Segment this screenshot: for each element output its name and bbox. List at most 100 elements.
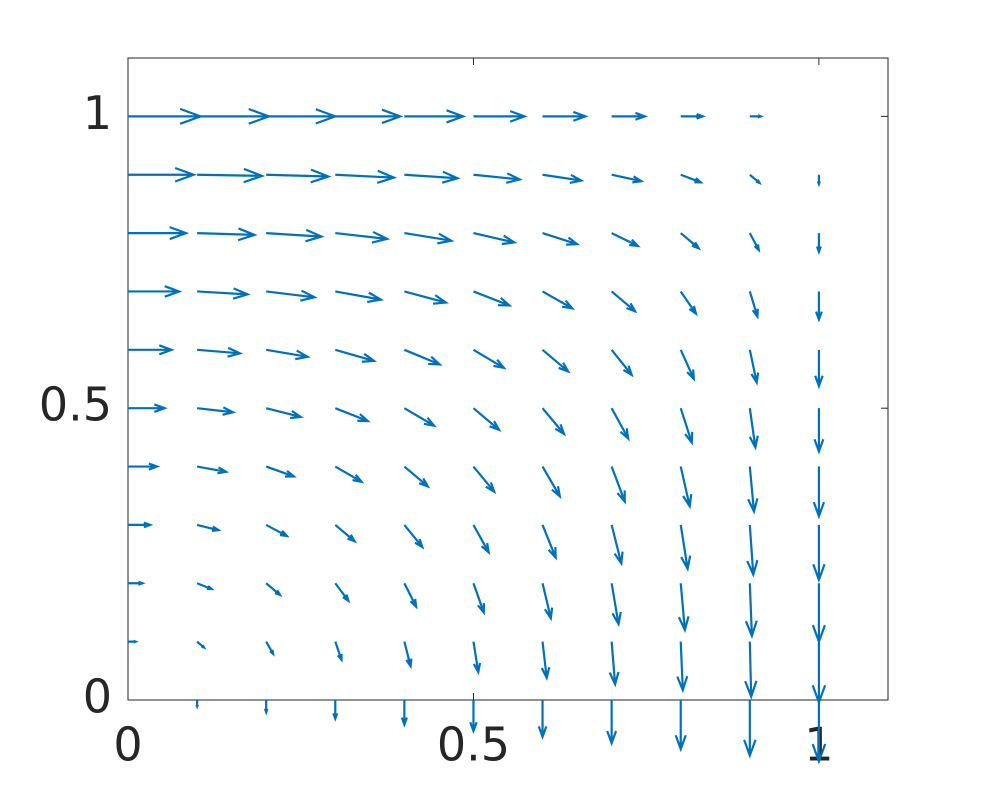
arrow <box>473 290 513 307</box>
arrow <box>334 641 343 663</box>
arrow <box>679 407 694 446</box>
arrow <box>400 700 408 728</box>
arrow <box>263 700 269 716</box>
arrow <box>335 108 404 125</box>
arrow <box>537 700 548 740</box>
arrow <box>813 408 825 455</box>
arrow <box>473 110 528 123</box>
arrow <box>128 344 175 356</box>
arrow <box>748 291 759 320</box>
arrow <box>196 582 215 591</box>
arrow <box>744 583 758 640</box>
arrow <box>265 582 283 598</box>
arrow <box>197 227 258 242</box>
arrow <box>195 700 199 710</box>
arrow <box>469 700 478 735</box>
arrow <box>266 168 332 184</box>
arrow <box>403 348 443 366</box>
arrow <box>610 290 638 314</box>
arrow <box>811 583 826 645</box>
arrow <box>473 172 523 184</box>
arrow <box>610 524 624 567</box>
arrow <box>472 582 485 616</box>
arrow <box>541 348 571 374</box>
arrow <box>811 700 827 765</box>
arrow <box>812 466 826 520</box>
arrow <box>680 173 704 184</box>
arrow <box>541 465 562 500</box>
arrow <box>679 524 692 572</box>
arrow <box>332 700 339 722</box>
arrow <box>334 524 358 544</box>
arrow <box>674 700 687 753</box>
arrow <box>811 641 827 706</box>
arrow <box>812 524 826 583</box>
y-tick-label: 1 <box>83 86 112 140</box>
arrow <box>334 582 351 604</box>
arrow <box>196 640 207 650</box>
plot-box <box>127 57 889 701</box>
y-tick-label: 0.5 <box>39 378 112 432</box>
arrow <box>472 348 507 370</box>
arrow <box>744 641 758 700</box>
arrow <box>748 349 760 386</box>
arrow <box>128 403 168 413</box>
arrow <box>748 408 759 451</box>
arrow <box>334 348 378 363</box>
arrow <box>473 232 518 246</box>
arrow <box>746 524 759 578</box>
arrow <box>197 287 251 300</box>
arrow <box>404 109 467 124</box>
arrow <box>606 700 618 747</box>
arrow <box>404 290 449 305</box>
arrow <box>748 232 761 253</box>
arrow <box>265 523 290 538</box>
arrow <box>196 465 230 475</box>
arrow <box>335 290 385 304</box>
y-tick-label: 0 <box>83 670 112 724</box>
arrow <box>265 465 297 478</box>
arrow <box>542 290 576 310</box>
arrow <box>541 407 567 437</box>
arrow <box>265 641 275 657</box>
arrow <box>335 230 391 244</box>
arrow <box>128 166 197 183</box>
arrow <box>610 407 630 442</box>
arrow <box>680 232 702 251</box>
arrow <box>403 407 437 428</box>
arrow <box>472 641 482 676</box>
arrow <box>743 700 757 759</box>
arrow <box>814 291 823 323</box>
arrow <box>749 173 762 185</box>
arrow <box>128 580 146 586</box>
arrow <box>611 111 649 121</box>
arrow <box>404 232 455 245</box>
arrow <box>265 348 311 361</box>
arrow <box>404 170 461 184</box>
arrow <box>676 641 689 694</box>
arrow <box>265 407 304 420</box>
arrow <box>679 349 696 382</box>
arrow <box>677 583 690 634</box>
x-tick-label: 0 <box>113 718 142 772</box>
arrow <box>542 173 585 184</box>
arrow <box>610 583 622 628</box>
arrow <box>196 406 237 416</box>
arrow <box>128 226 190 241</box>
arrow <box>542 232 581 246</box>
arrow <box>403 524 425 550</box>
arrow <box>128 639 139 644</box>
arrow <box>611 173 645 184</box>
arrow <box>611 232 641 248</box>
arrow <box>335 169 398 184</box>
arrow <box>334 465 365 484</box>
arrow <box>815 233 822 255</box>
arrow <box>610 466 626 505</box>
arrow <box>266 228 325 243</box>
arrow <box>266 289 318 302</box>
arrow <box>679 466 693 510</box>
arrow <box>814 349 824 390</box>
arrow <box>128 285 183 298</box>
arrow <box>403 465 431 489</box>
